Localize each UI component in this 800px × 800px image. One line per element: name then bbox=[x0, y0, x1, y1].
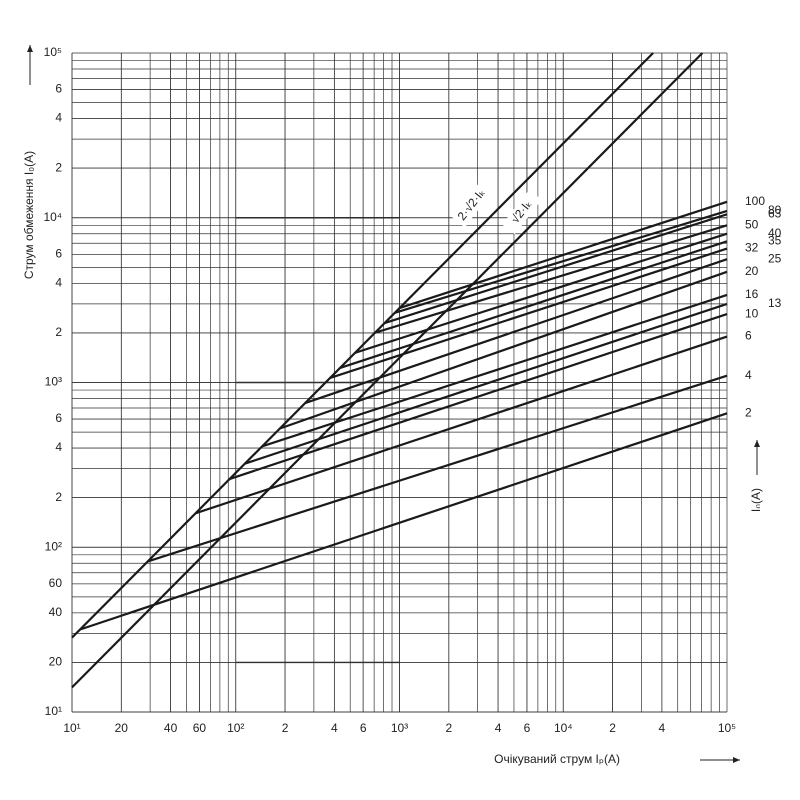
y-tick-label: 10⁴ bbox=[43, 210, 62, 224]
legend-label: 20 bbox=[745, 264, 759, 278]
legend-label: 16 bbox=[745, 287, 759, 301]
legend-label: 4 bbox=[745, 368, 752, 382]
legend-label: 10 bbox=[745, 306, 759, 320]
fuse-line bbox=[384, 213, 728, 324]
x-tick-label: 10⁴ bbox=[554, 721, 573, 735]
legend-label: 80 bbox=[768, 203, 782, 217]
x-tick-label: 40 bbox=[164, 721, 178, 735]
y-tick-label: 6 bbox=[55, 246, 62, 260]
y-tick-label: 10³ bbox=[45, 375, 62, 389]
fuse-line bbox=[394, 209, 728, 314]
legend-label: 6 bbox=[745, 329, 752, 343]
y-tick-label: 4 bbox=[55, 275, 62, 289]
y-tick-label: 20 bbox=[49, 655, 63, 669]
x-tick-label: 4 bbox=[495, 721, 502, 735]
reference-line bbox=[71, 52, 654, 639]
y-tick-label: 2 bbox=[55, 490, 62, 504]
x-tick-label: 20 bbox=[115, 721, 129, 735]
fuse-line bbox=[244, 302, 728, 465]
legend-title: Iₙ(A) bbox=[749, 488, 763, 512]
fuse-line bbox=[304, 258, 728, 405]
fuse-line bbox=[279, 270, 728, 430]
fuse-line bbox=[79, 412, 728, 631]
legend-label: 35 bbox=[768, 233, 782, 247]
y-tick-label: 10⁵ bbox=[44, 45, 62, 59]
fuse-line bbox=[195, 335, 728, 515]
y-tick-label: 6 bbox=[55, 82, 62, 96]
legend-label: 2 bbox=[745, 405, 752, 419]
x-tick-label: 2 bbox=[445, 721, 452, 735]
y-tick-label: 2 bbox=[55, 160, 62, 174]
y-axis-title: Струм обмеження I₀(A) bbox=[22, 151, 36, 279]
fuse-line bbox=[229, 313, 728, 480]
fuse-line bbox=[329, 247, 728, 379]
y-tick-label: 10¹ bbox=[45, 704, 62, 718]
y-tick-label: 40 bbox=[49, 605, 63, 619]
y-tick-label: 10² bbox=[45, 539, 62, 553]
reference-line bbox=[71, 52, 704, 689]
axis-arrow-head bbox=[754, 440, 760, 447]
fuse-line bbox=[261, 293, 728, 448]
y-tick-label: 4 bbox=[55, 440, 62, 454]
legend-label: 50 bbox=[745, 217, 759, 231]
fuse-line bbox=[354, 232, 728, 354]
x-tick-label: 10¹ bbox=[63, 721, 80, 735]
x-tick-label: 6 bbox=[524, 721, 531, 735]
y-tick-label: 2 bbox=[55, 325, 62, 339]
x-tick-label: 10² bbox=[227, 721, 244, 735]
fuse-line bbox=[339, 240, 728, 369]
legend-label: 25 bbox=[768, 251, 782, 265]
legend-label: 40 bbox=[768, 226, 782, 240]
y-tick-label: 6 bbox=[55, 411, 62, 425]
fuse-line bbox=[399, 200, 728, 310]
legend-label: 63 bbox=[768, 206, 782, 220]
x-tick-label: 2 bbox=[609, 721, 616, 735]
x-tick-label: 2 bbox=[282, 721, 289, 735]
x-tick-label: 6 bbox=[360, 721, 367, 735]
x-tick-label: 60 bbox=[193, 721, 207, 735]
label-background bbox=[452, 182, 492, 228]
fuse-line bbox=[374, 224, 728, 334]
x-tick-label: 4 bbox=[331, 721, 338, 735]
axis-arrow-head bbox=[27, 45, 33, 52]
y-tick-label: 60 bbox=[49, 576, 63, 590]
x-axis-title: Очікуваний струм Iₚ(A) bbox=[494, 752, 620, 766]
y-tick-label: 4 bbox=[55, 111, 62, 125]
x-tick-label: 10⁵ bbox=[718, 721, 736, 735]
x-tick-label: 10³ bbox=[391, 721, 408, 735]
axis-arrow-head bbox=[733, 757, 740, 763]
x-tick-label: 4 bbox=[658, 721, 665, 735]
legend-label: 13 bbox=[768, 296, 782, 310]
legend-label: 32 bbox=[745, 241, 759, 255]
label-background bbox=[502, 189, 542, 235]
fuse-line bbox=[147, 374, 728, 563]
legend-label: 100 bbox=[745, 194, 765, 208]
